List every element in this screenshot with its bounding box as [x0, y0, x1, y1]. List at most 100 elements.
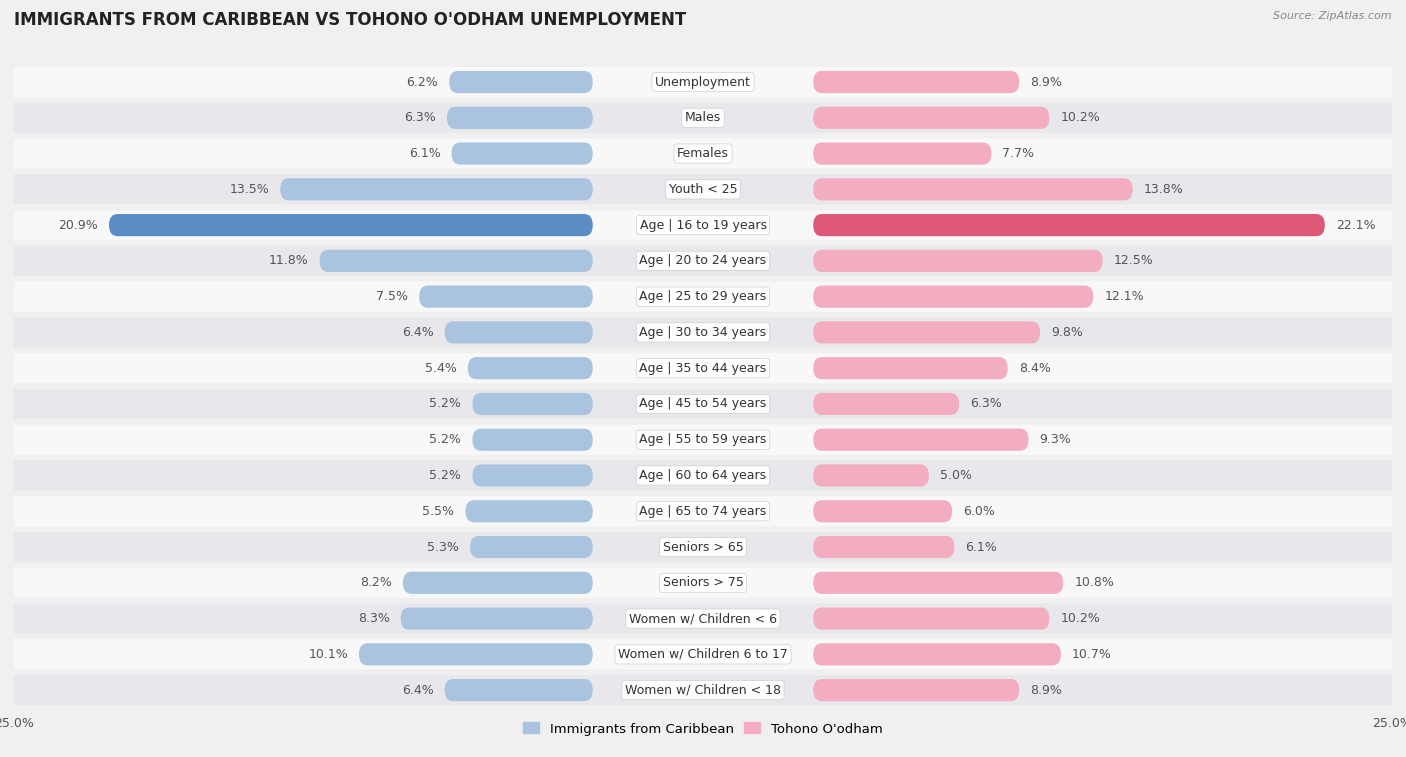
Text: Age | 35 to 44 years: Age | 35 to 44 years — [640, 362, 766, 375]
FancyBboxPatch shape — [0, 640, 1406, 669]
Text: Women w/ Children < 6: Women w/ Children < 6 — [628, 612, 778, 625]
FancyBboxPatch shape — [813, 428, 1029, 451]
Text: IMMIGRANTS FROM CARIBBEAN VS TOHONO O'ODHAM UNEMPLOYMENT: IMMIGRANTS FROM CARIBBEAN VS TOHONO O'OD… — [14, 11, 686, 30]
FancyBboxPatch shape — [813, 572, 1063, 594]
Text: 20.9%: 20.9% — [58, 219, 98, 232]
Text: Age | 16 to 19 years: Age | 16 to 19 years — [640, 219, 766, 232]
Text: 5.3%: 5.3% — [427, 540, 460, 553]
FancyBboxPatch shape — [450, 71, 593, 93]
Text: Women w/ Children 6 to 17: Women w/ Children 6 to 17 — [619, 648, 787, 661]
FancyBboxPatch shape — [813, 536, 955, 558]
Text: 10.8%: 10.8% — [1074, 576, 1114, 589]
FancyBboxPatch shape — [470, 536, 593, 558]
Text: 6.3%: 6.3% — [970, 397, 1002, 410]
FancyBboxPatch shape — [0, 675, 1406, 705]
FancyBboxPatch shape — [813, 321, 1040, 344]
FancyBboxPatch shape — [813, 357, 1008, 379]
FancyBboxPatch shape — [444, 679, 593, 701]
Text: 22.1%: 22.1% — [1336, 219, 1375, 232]
Text: 6.4%: 6.4% — [402, 684, 433, 696]
FancyBboxPatch shape — [451, 142, 593, 165]
Text: Source: ZipAtlas.com: Source: ZipAtlas.com — [1274, 11, 1392, 21]
Text: Males: Males — [685, 111, 721, 124]
FancyBboxPatch shape — [0, 497, 1406, 526]
FancyBboxPatch shape — [813, 464, 929, 487]
FancyBboxPatch shape — [0, 174, 1406, 204]
FancyBboxPatch shape — [465, 500, 593, 522]
FancyBboxPatch shape — [813, 393, 959, 415]
FancyBboxPatch shape — [401, 607, 593, 630]
Text: Females: Females — [678, 147, 728, 160]
Text: 8.2%: 8.2% — [360, 576, 392, 589]
FancyBboxPatch shape — [813, 250, 1102, 272]
FancyBboxPatch shape — [0, 139, 1406, 169]
FancyBboxPatch shape — [813, 107, 1049, 129]
FancyBboxPatch shape — [813, 178, 1133, 201]
FancyBboxPatch shape — [447, 107, 593, 129]
Text: 8.9%: 8.9% — [1031, 76, 1062, 89]
Text: 10.2%: 10.2% — [1060, 111, 1099, 124]
FancyBboxPatch shape — [0, 568, 1406, 598]
Text: Age | 20 to 24 years: Age | 20 to 24 years — [640, 254, 766, 267]
Text: Age | 45 to 54 years: Age | 45 to 54 years — [640, 397, 766, 410]
FancyBboxPatch shape — [468, 357, 593, 379]
FancyBboxPatch shape — [359, 643, 593, 665]
FancyBboxPatch shape — [472, 464, 593, 487]
FancyBboxPatch shape — [0, 67, 1406, 97]
Text: 5.2%: 5.2% — [429, 433, 461, 446]
FancyBboxPatch shape — [0, 603, 1406, 634]
Text: 5.2%: 5.2% — [429, 469, 461, 482]
FancyBboxPatch shape — [319, 250, 593, 272]
FancyBboxPatch shape — [813, 679, 1019, 701]
Text: 5.4%: 5.4% — [425, 362, 457, 375]
FancyBboxPatch shape — [813, 142, 991, 165]
FancyBboxPatch shape — [472, 428, 593, 451]
Text: 11.8%: 11.8% — [269, 254, 308, 267]
Text: Age | 30 to 34 years: Age | 30 to 34 years — [640, 326, 766, 339]
Text: 5.0%: 5.0% — [941, 469, 972, 482]
Text: Age | 55 to 59 years: Age | 55 to 59 years — [640, 433, 766, 446]
Text: Youth < 25: Youth < 25 — [669, 183, 737, 196]
FancyBboxPatch shape — [0, 246, 1406, 276]
Text: 13.8%: 13.8% — [1143, 183, 1184, 196]
FancyBboxPatch shape — [813, 71, 1019, 93]
FancyBboxPatch shape — [0, 103, 1406, 132]
Text: 5.2%: 5.2% — [429, 397, 461, 410]
FancyBboxPatch shape — [0, 389, 1406, 419]
FancyBboxPatch shape — [813, 285, 1094, 308]
Text: 9.8%: 9.8% — [1052, 326, 1083, 339]
FancyBboxPatch shape — [813, 214, 1324, 236]
Text: 10.1%: 10.1% — [308, 648, 347, 661]
Text: 7.7%: 7.7% — [1002, 147, 1035, 160]
Text: Age | 25 to 29 years: Age | 25 to 29 years — [640, 290, 766, 303]
Text: 12.5%: 12.5% — [1114, 254, 1153, 267]
FancyBboxPatch shape — [813, 500, 952, 522]
Text: Seniors > 75: Seniors > 75 — [662, 576, 744, 589]
Text: 13.5%: 13.5% — [229, 183, 269, 196]
Text: Unemployment: Unemployment — [655, 76, 751, 89]
FancyBboxPatch shape — [0, 354, 1406, 383]
Text: Women w/ Children < 18: Women w/ Children < 18 — [626, 684, 780, 696]
Text: 6.2%: 6.2% — [406, 76, 439, 89]
Text: 8.3%: 8.3% — [357, 612, 389, 625]
Text: 10.7%: 10.7% — [1071, 648, 1112, 661]
Text: Age | 65 to 74 years: Age | 65 to 74 years — [640, 505, 766, 518]
FancyBboxPatch shape — [444, 321, 593, 344]
Text: 6.1%: 6.1% — [966, 540, 997, 553]
FancyBboxPatch shape — [0, 460, 1406, 491]
FancyBboxPatch shape — [472, 393, 593, 415]
Legend: Immigrants from Caribbean, Tohono O'odham: Immigrants from Caribbean, Tohono O'odha… — [519, 717, 887, 741]
FancyBboxPatch shape — [813, 607, 1049, 630]
Text: 5.5%: 5.5% — [422, 505, 454, 518]
Text: 7.5%: 7.5% — [377, 290, 408, 303]
FancyBboxPatch shape — [0, 317, 1406, 347]
FancyBboxPatch shape — [110, 214, 593, 236]
FancyBboxPatch shape — [280, 178, 593, 201]
Text: 8.4%: 8.4% — [1019, 362, 1050, 375]
FancyBboxPatch shape — [0, 425, 1406, 455]
FancyBboxPatch shape — [0, 282, 1406, 312]
Text: 6.4%: 6.4% — [402, 326, 433, 339]
FancyBboxPatch shape — [813, 643, 1062, 665]
Text: 10.2%: 10.2% — [1060, 612, 1099, 625]
Text: 6.3%: 6.3% — [404, 111, 436, 124]
